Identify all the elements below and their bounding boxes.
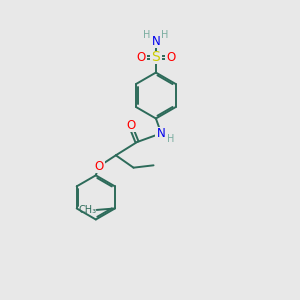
Bar <box>165 51 177 64</box>
Text: H: H <box>161 30 168 40</box>
Bar <box>158 28 171 41</box>
Text: O: O <box>136 51 145 64</box>
Bar <box>93 160 105 173</box>
Text: H: H <box>143 30 151 40</box>
Text: CH₃: CH₃ <box>79 205 97 215</box>
Text: O: O <box>167 51 176 64</box>
Bar <box>164 132 177 145</box>
Bar <box>134 51 147 64</box>
Bar <box>150 51 162 64</box>
Bar <box>141 28 153 41</box>
Bar <box>155 127 167 140</box>
Text: S: S <box>152 50 160 64</box>
Text: H: H <box>167 134 174 143</box>
Bar <box>150 35 162 48</box>
Bar <box>124 119 137 132</box>
Text: N: N <box>157 127 166 140</box>
Text: O: O <box>94 160 104 173</box>
Text: N: N <box>152 35 160 48</box>
Text: O: O <box>126 119 135 132</box>
